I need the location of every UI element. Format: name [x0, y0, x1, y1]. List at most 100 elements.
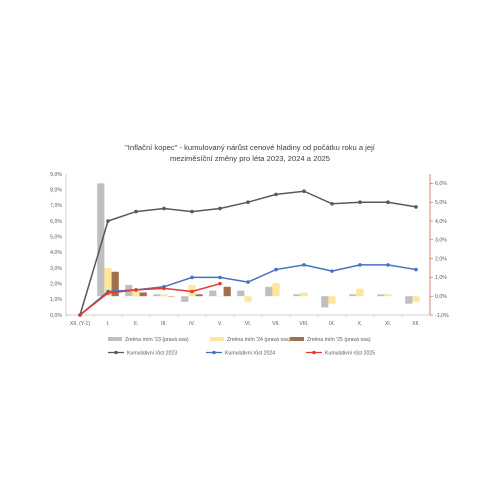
x-axis-category-label: XII.	[412, 321, 420, 327]
x-axis-category-label: VII.	[272, 321, 280, 327]
bar-series-3-bar	[223, 286, 231, 297]
line-series-2-point	[246, 280, 250, 284]
bar-series-1-bar	[237, 290, 245, 297]
legend-label: Změna m/m '25 (pravá osa)	[307, 337, 371, 343]
bar-series-2-bar	[104, 268, 112, 297]
bar-series-1-bar	[97, 183, 105, 297]
bar-series-3-bar	[195, 294, 203, 297]
bar-series-3-bar	[139, 292, 147, 297]
x-axis-category-label: XI.	[385, 321, 391, 327]
bar-series-2-bar	[300, 292, 308, 297]
line-series-3-point	[78, 313, 82, 317]
legend-label: Kumulativní růst 2025	[325, 350, 375, 357]
x-axis-category-label: I.	[107, 321, 110, 327]
line-series-2-point	[358, 263, 362, 267]
line-series-1-point	[162, 206, 166, 211]
bar-series-2-bar	[132, 290, 140, 297]
chart-title-line-2: meziměsíční změny pro léta 2023, 2024 a …	[170, 154, 330, 163]
line-series-1-point	[190, 209, 194, 214]
right-axis-tick-label: 3,0%	[435, 238, 447, 244]
line-series-2-point	[386, 263, 390, 267]
legend-label: Změna m/m '24 (pravá osa)	[227, 337, 291, 343]
bar-series-1-bar	[377, 294, 385, 297]
right-axis-tick-label: 6,0%	[435, 181, 447, 187]
line-series-1-point	[274, 192, 278, 197]
line-series-3-point	[106, 291, 110, 295]
legend-label: Změna m/m '23 (pravá osa)	[125, 337, 189, 343]
right-axis-tick-label: 2,0%	[435, 256, 447, 262]
line-series-1-point	[218, 206, 222, 211]
line-series-3-point	[162, 286, 166, 291]
bar-series-1-bar	[265, 286, 273, 297]
line-series-3-point	[218, 281, 222, 286]
line-series-1-point	[386, 200, 390, 204]
line-series-1-point	[106, 219, 110, 223]
bar-series-1-bar	[181, 296, 189, 302]
left-axis-tick-label: 1,0%	[50, 297, 62, 303]
x-axis-category-label: VIII.	[299, 321, 308, 327]
bar-series-2-bar	[328, 296, 336, 304]
bar-series-2-bar	[272, 283, 280, 297]
left-axis-tick-label: 7,0%	[50, 203, 62, 209]
x-axis-category-label: II.	[134, 321, 138, 327]
right-axis-tick-label: 0,0%	[435, 294, 447, 300]
line-series-1-point	[414, 205, 418, 209]
bar-series-1-bar	[349, 294, 357, 297]
line-series-2-point	[414, 267, 418, 272]
bar-series-2-bar	[244, 296, 252, 302]
bar-series-1-bar	[209, 290, 217, 297]
bar-series-2-bar	[160, 294, 168, 297]
left-axis-tick-label: 6,0%	[50, 219, 62, 225]
legend-swatch	[290, 337, 304, 341]
bar-series-2-bar	[412, 296, 420, 302]
left-axis-tick-label: 3,0%	[50, 266, 62, 272]
line-series-3-path	[79, 282, 221, 316]
line-series-1-point	[134, 209, 138, 214]
line-series-1-point	[302, 189, 306, 194]
legend-swatch	[108, 337, 122, 341]
x-axis-category-label: VI.	[245, 321, 251, 327]
left-axis-tick-label: 2,0%	[50, 281, 62, 287]
line-series-1-point	[246, 200, 250, 204]
bar-series-2-bar	[356, 288, 364, 297]
line-series-3-point	[134, 288, 138, 292]
right-axis-tick-label: 1,0%	[435, 275, 447, 281]
bar-series-1-bar	[321, 296, 329, 308]
line-series-1-point	[358, 200, 362, 204]
right-axis-tick-label: 5,0%	[435, 200, 447, 206]
x-axis-category-label: V.	[218, 321, 222, 327]
bar-series-3-bar	[111, 271, 119, 297]
line-series-2-point	[274, 267, 278, 272]
line-series-1-point	[330, 201, 334, 206]
left-axis-tick-label: 5,0%	[50, 234, 62, 240]
left-axis-tick-label: 4,0%	[50, 250, 62, 256]
legend-marker	[312, 350, 316, 355]
line-series-2-point	[330, 269, 334, 273]
bar-series-1-bar	[405, 296, 413, 304]
right-axis-tick-label: 4,0%	[435, 219, 447, 225]
x-axis-category-label: X.	[358, 321, 363, 327]
legend-marker	[212, 350, 216, 355]
left-axis-tick-label: 9,0%	[50, 172, 62, 178]
chart-title-line-1: "Inflační kopec" - kumulovaný nárůst cen…	[125, 143, 375, 152]
bar-series-2-bar	[384, 294, 392, 297]
left-axis-tick-label: 8,0%	[50, 187, 62, 193]
legend-marker	[114, 350, 118, 355]
x-axis-category-label: III.	[161, 321, 167, 327]
legend-swatch	[210, 337, 224, 341]
x-axis-category-label: IX.	[329, 321, 335, 327]
left-axis-tick-label: 0,0%	[50, 313, 62, 319]
line-series-2-point	[302, 263, 306, 267]
bar-series-1-bar	[153, 294, 161, 297]
line-series-3-point	[190, 289, 194, 294]
legend-label: Kumulativní růst 2023	[127, 350, 177, 357]
legend-label: Kumulativní růst 2024	[225, 350, 275, 357]
line-series-2-point	[190, 275, 194, 280]
bar-series-1-bar	[293, 294, 301, 297]
line-series-2-point	[218, 275, 222, 280]
x-axis-category-label: XII. (Y-1)	[70, 321, 91, 327]
x-axis-category-label: IV.	[189, 321, 195, 327]
right-axis-tick-label: -1,0%	[435, 313, 449, 319]
